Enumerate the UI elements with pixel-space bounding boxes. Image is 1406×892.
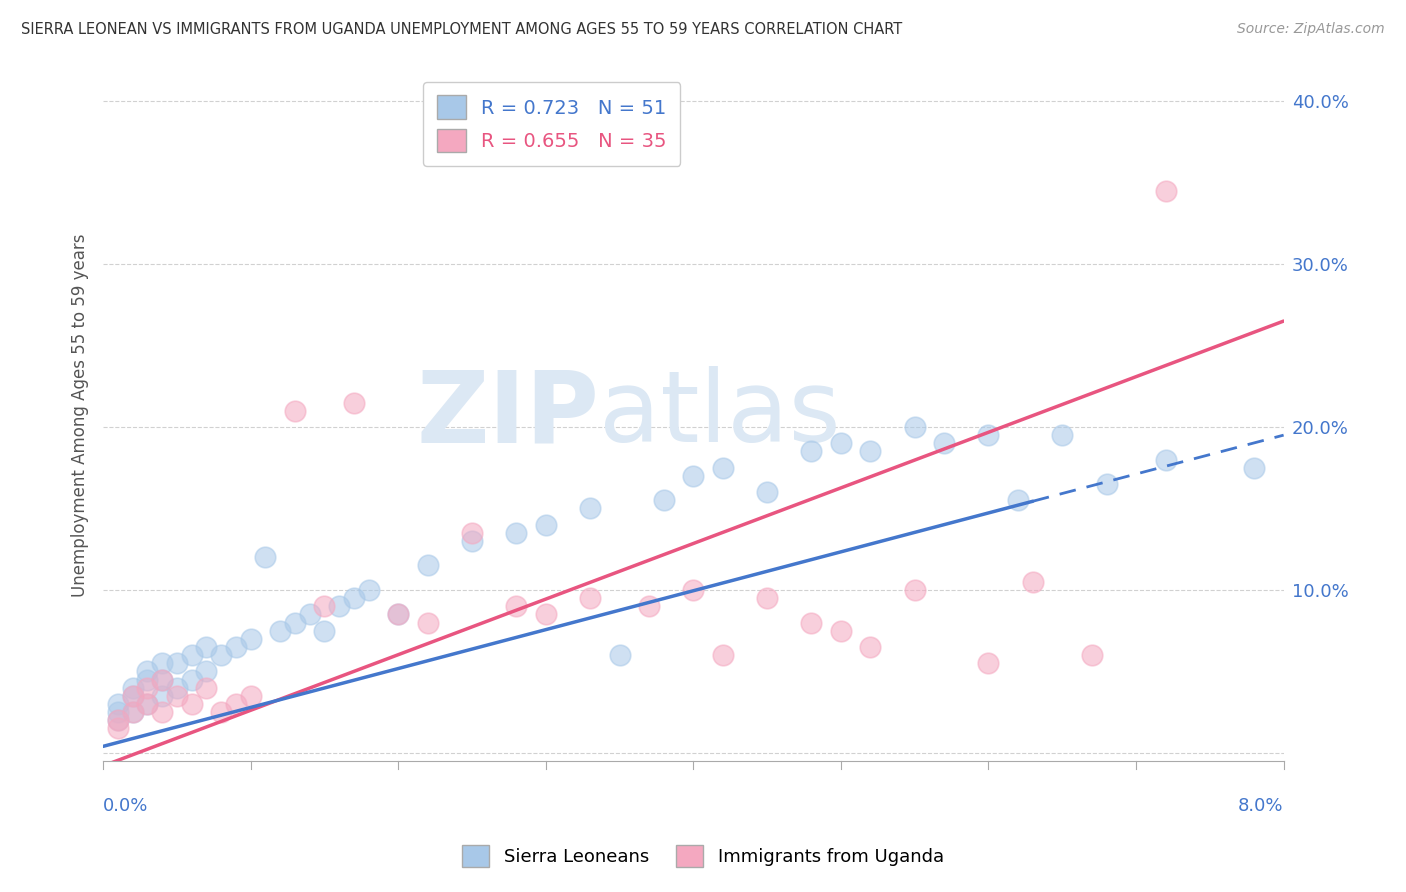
Point — [343, 591, 366, 605]
Point — [150, 673, 173, 687]
Point — [711, 460, 734, 475]
Point — [859, 444, 882, 458]
Point — [579, 501, 602, 516]
Point — [934, 436, 956, 450]
Point — [1154, 184, 1177, 198]
Point — [609, 648, 631, 662]
Point — [136, 665, 159, 679]
Point — [357, 582, 380, 597]
Y-axis label: Unemployment Among Ages 55 to 59 years: Unemployment Among Ages 55 to 59 years — [72, 233, 89, 597]
Point — [136, 673, 159, 687]
Point — [269, 624, 291, 638]
Point — [830, 624, 852, 638]
Point — [830, 436, 852, 450]
Point — [107, 705, 129, 719]
Point — [387, 607, 409, 622]
Point — [298, 607, 321, 622]
Point — [800, 444, 823, 458]
Point — [328, 599, 350, 614]
Point — [756, 591, 779, 605]
Point — [314, 624, 336, 638]
Point — [1022, 574, 1045, 589]
Point — [652, 493, 675, 508]
Point — [121, 705, 143, 719]
Point — [505, 599, 527, 614]
Point — [121, 689, 143, 703]
Point — [284, 403, 307, 417]
Point — [107, 722, 129, 736]
Point — [239, 689, 262, 703]
Point — [461, 534, 484, 549]
Text: ZIP: ZIP — [416, 367, 599, 463]
Point — [239, 632, 262, 646]
Text: Source: ZipAtlas.com: Source: ZipAtlas.com — [1237, 22, 1385, 37]
Point — [1081, 648, 1104, 662]
Point — [225, 640, 247, 654]
Point — [180, 648, 202, 662]
Point — [225, 697, 247, 711]
Point — [209, 648, 232, 662]
Point — [859, 640, 882, 654]
Point — [711, 648, 734, 662]
Point — [416, 558, 439, 573]
Point — [284, 615, 307, 630]
Point — [180, 697, 202, 711]
Point — [682, 582, 704, 597]
Point — [195, 665, 218, 679]
Text: 8.0%: 8.0% — [1239, 797, 1284, 815]
Text: 0.0%: 0.0% — [103, 797, 149, 815]
Point — [209, 705, 232, 719]
Point — [638, 599, 661, 614]
Point — [121, 705, 143, 719]
Point — [195, 681, 218, 695]
Point — [107, 713, 129, 727]
Point — [461, 525, 484, 540]
Point — [534, 607, 557, 622]
Point — [195, 640, 218, 654]
Point — [1095, 477, 1118, 491]
Point — [121, 681, 143, 695]
Point — [505, 525, 527, 540]
Point — [254, 550, 277, 565]
Point — [136, 697, 159, 711]
Point — [579, 591, 602, 605]
Point — [314, 599, 336, 614]
Point — [904, 582, 927, 597]
Point — [1052, 428, 1074, 442]
Point — [904, 420, 927, 434]
Point — [107, 697, 129, 711]
Point — [180, 673, 202, 687]
Point — [166, 689, 188, 703]
Point — [121, 689, 143, 703]
Point — [1243, 460, 1265, 475]
Point — [1154, 452, 1177, 467]
Point — [756, 485, 779, 500]
Point — [800, 615, 823, 630]
Text: SIERRA LEONEAN VS IMMIGRANTS FROM UGANDA UNEMPLOYMENT AMONG AGES 55 TO 59 YEARS : SIERRA LEONEAN VS IMMIGRANTS FROM UGANDA… — [21, 22, 903, 37]
Point — [150, 705, 173, 719]
Point — [107, 713, 129, 727]
Point — [136, 681, 159, 695]
Point — [166, 681, 188, 695]
Point — [977, 657, 1000, 671]
Point — [387, 607, 409, 622]
Legend: R = 0.723   N = 51, R = 0.655   N = 35: R = 0.723 N = 51, R = 0.655 N = 35 — [423, 82, 681, 166]
Text: atlas: atlas — [599, 367, 841, 463]
Point — [343, 395, 366, 409]
Point — [534, 517, 557, 532]
Point — [150, 657, 173, 671]
Point — [416, 615, 439, 630]
Point — [136, 697, 159, 711]
Point — [682, 468, 704, 483]
Point — [166, 657, 188, 671]
Point — [977, 428, 1000, 442]
Point — [150, 673, 173, 687]
Point — [1007, 493, 1029, 508]
Point — [150, 689, 173, 703]
Legend: Sierra Leoneans, Immigrants from Uganda: Sierra Leoneans, Immigrants from Uganda — [456, 838, 950, 874]
